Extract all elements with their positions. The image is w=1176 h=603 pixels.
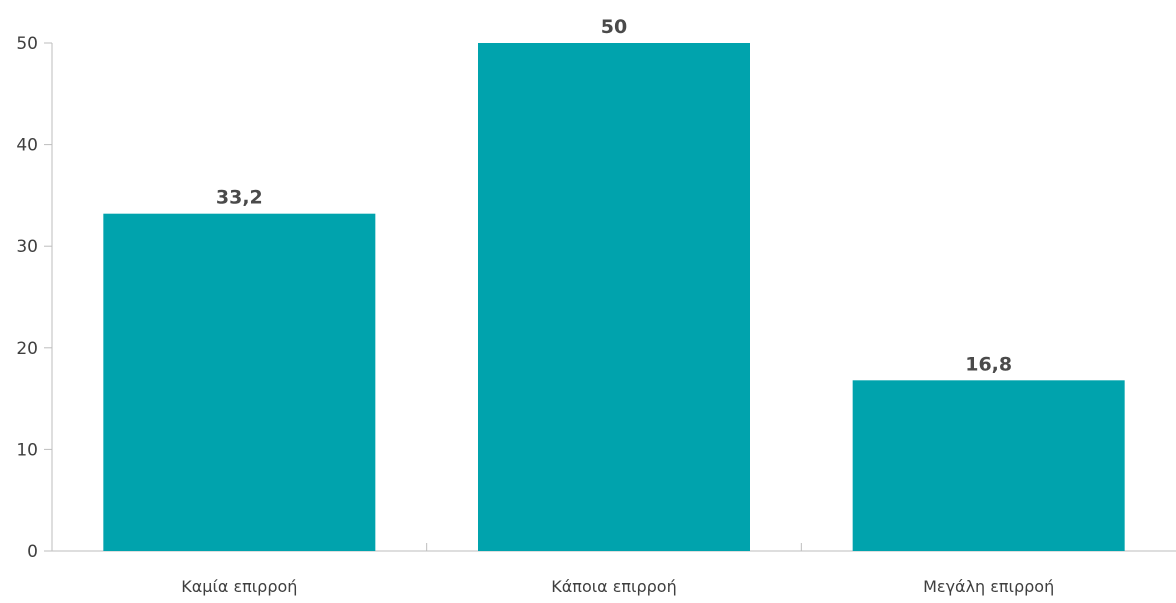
y-tick-label: 20 bbox=[16, 339, 38, 359]
bar-value-label: 33,2 bbox=[216, 187, 263, 209]
bar bbox=[103, 213, 376, 552]
bars bbox=[103, 43, 1125, 552]
x-category-label: Καμία επιρροή bbox=[181, 577, 297, 596]
value-labels: 33,2 50 16,8 bbox=[216, 16, 1012, 375]
bar-value-label: 50 bbox=[601, 16, 627, 38]
y-tick-label: 30 bbox=[16, 237, 38, 257]
x-axis: Καμία επιρροή Κάποια επιρροή Μεγάλη επιρρο… bbox=[52, 543, 1176, 596]
bar bbox=[478, 43, 750, 551]
x-category-label: Μεγάλη επιρροή bbox=[923, 577, 1054, 596]
y-tick-label: 10 bbox=[16, 440, 38, 460]
bar bbox=[852, 380, 1125, 551]
y-tick-label: 0 bbox=[27, 542, 38, 562]
y-tick-label: 50 bbox=[16, 34, 38, 54]
bar-value-label: 16,8 bbox=[965, 353, 1012, 375]
y-axis: 0 10 20 30 40 50 bbox=[16, 34, 53, 562]
x-category-label: Κάποια επιρροή bbox=[551, 577, 676, 596]
y-tick-label: 40 bbox=[16, 136, 38, 156]
